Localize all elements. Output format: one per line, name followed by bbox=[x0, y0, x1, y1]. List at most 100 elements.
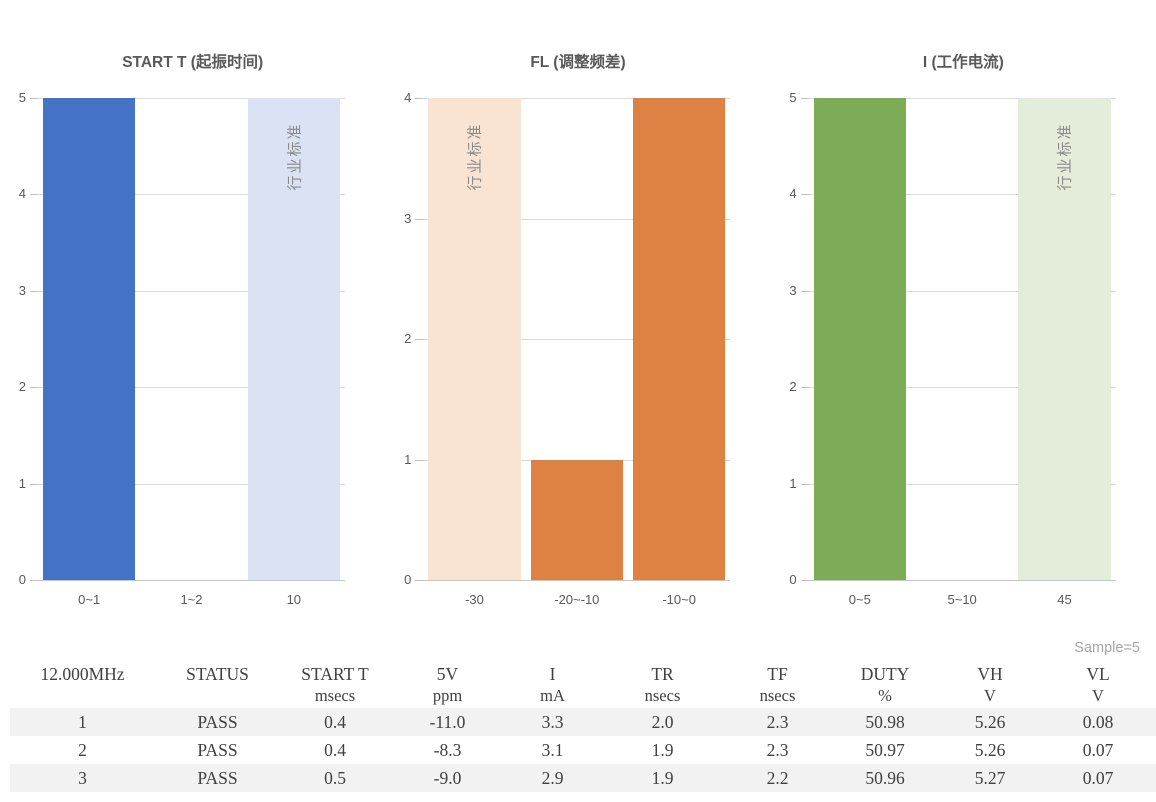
gridline bbox=[808, 387, 1116, 389]
column-header: VH bbox=[977, 664, 1003, 684]
y-axis-tick-mark bbox=[800, 483, 809, 485]
industry-standard-text: 行业标准 bbox=[286, 121, 304, 191]
table-cell: 3 bbox=[78, 768, 87, 788]
bar-chart-i: I (工作电流) 行业标准 0 1 2 3 4 5 0~5 5~10 45 bbox=[771, 0, 1156, 640]
table-cell: 3.1 bbox=[541, 740, 564, 760]
x-axis-category-label: -20~-10 bbox=[554, 592, 600, 607]
x-axis-category-label: 0~5 bbox=[848, 592, 871, 607]
column-unit bbox=[10, 686, 155, 708]
gridline bbox=[423, 580, 731, 581]
chart-title: I (工作电流) bbox=[922, 54, 1004, 71]
y-axis-tick-mark bbox=[30, 483, 38, 485]
table-cell: 0.07 bbox=[1082, 740, 1114, 760]
gridline bbox=[808, 580, 1116, 581]
x-axis-category-label: -10~0 bbox=[662, 592, 696, 607]
table-cell: -11.0 bbox=[429, 712, 466, 732]
table-cell: 2 bbox=[78, 740, 87, 760]
bar--30 bbox=[428, 98, 521, 580]
y-axis-tick-mark bbox=[415, 459, 424, 461]
gridline bbox=[38, 290, 345, 292]
column-unit bbox=[155, 686, 280, 708]
table-row-3: 3 PASS 0.5 -9.0 2.9 1.9 2.2 50.96 5.27 0.07 bbox=[10, 764, 1156, 792]
table-cell: 50.97 bbox=[865, 740, 905, 760]
table-cell: 0.08 bbox=[1082, 712, 1114, 732]
bar--10~0 bbox=[633, 98, 726, 580]
column-header: TR bbox=[651, 664, 674, 684]
table-header-labels: 12.000MHz STATUS START T 5V I TR TF DUTY VH VL bbox=[10, 660, 1156, 686]
table-cell: 1.9 bbox=[651, 768, 674, 788]
bar-10 bbox=[247, 98, 340, 580]
y-axis-tick-mark bbox=[30, 98, 38, 99]
gridline bbox=[423, 98, 731, 99]
column-header: STATUS bbox=[186, 664, 249, 684]
table-cell: 0.07 bbox=[1082, 768, 1114, 788]
measurement-table: Sample=5 12.000MHz STATUS START T 5V I TR TF DU… bbox=[10, 640, 1156, 792]
column-header: 12.000MHz bbox=[40, 664, 125, 684]
y-axis-tick-label: 1 bbox=[404, 451, 412, 467]
table-row-2: 2 PASS 0.4 -8.3 3.1 1.9 2.3 50.97 5.26 0.07 bbox=[10, 736, 1156, 764]
table-cell: 50.96 bbox=[865, 768, 905, 788]
table-cell: 0.4 bbox=[324, 712, 346, 732]
column-header: I bbox=[549, 664, 556, 684]
y-axis-tick-label: 4 bbox=[18, 186, 26, 202]
industry-standard-label: 行业标准 bbox=[1013, 110, 1115, 202]
table-cell: 5.27 bbox=[974, 768, 1006, 788]
industry-standard-label: 行业标准 bbox=[243, 110, 345, 202]
y-axis-tick-label: 4 bbox=[789, 186, 797, 202]
y-axis-tick-mark bbox=[800, 387, 809, 389]
bar-45 bbox=[1018, 98, 1111, 580]
y-axis-tick-mark bbox=[800, 98, 809, 99]
sample-count-note: Sample=5 bbox=[1074, 640, 1140, 656]
x-axis-category-label: 10 bbox=[286, 592, 302, 607]
y-axis-tick-mark bbox=[30, 387, 38, 389]
plot-area: 行业标准 bbox=[38, 98, 345, 581]
column-header: START T bbox=[301, 664, 369, 684]
y-axis-tick-label: 2 bbox=[404, 331, 412, 346]
gridline bbox=[38, 483, 345, 485]
table-cell: PASS bbox=[197, 740, 238, 760]
x-axis-category-label: 1~2 bbox=[180, 592, 203, 607]
y-axis-tick-label: 3 bbox=[18, 282, 26, 298]
column-header: 5V bbox=[436, 664, 459, 684]
y-axis-tick-label: 5 bbox=[789, 90, 797, 105]
y-axis-tick-label: 3 bbox=[404, 210, 412, 226]
table-cell: 5.26 bbox=[974, 712, 1006, 732]
column-unit: msecs bbox=[314, 686, 356, 705]
y-axis-tick-label: 0 bbox=[789, 572, 797, 587]
table-cell: 2.9 bbox=[541, 768, 564, 788]
gridline bbox=[423, 339, 731, 340]
table-cell: -8.3 bbox=[433, 740, 462, 760]
y-axis-tick-mark bbox=[30, 194, 38, 196]
column-header: DUTY bbox=[860, 664, 910, 684]
column-unit: nsecs bbox=[759, 686, 796, 705]
y-axis-tick-mark bbox=[415, 339, 424, 340]
gridline bbox=[38, 98, 345, 99]
chart-title: FL (调整频差) bbox=[530, 54, 626, 71]
table-cell: 2.3 bbox=[766, 740, 789, 760]
y-axis-tick-mark bbox=[800, 290, 809, 292]
gridline bbox=[808, 290, 1116, 292]
column-header: TF bbox=[767, 664, 788, 684]
column-unit: V bbox=[1092, 686, 1104, 705]
column-unit: nsecs bbox=[644, 686, 681, 705]
y-axis-tick-label: 0 bbox=[18, 572, 26, 587]
gridline bbox=[808, 483, 1116, 485]
column-unit: mA bbox=[540, 686, 565, 705]
charts-row: START T (起振时间) 行业标准 0 1 2 3 4 5 0~1 1~2 10 FL (调整… bbox=[18, 0, 1156, 640]
y-axis-tick-label: 4 bbox=[404, 90, 412, 105]
table-cell: 2.3 bbox=[766, 712, 789, 732]
table-cell: 0.5 bbox=[324, 768, 346, 788]
table-cell: 1.9 bbox=[651, 740, 674, 760]
y-axis-tick-mark bbox=[800, 194, 809, 196]
column-unit: % bbox=[878, 686, 892, 705]
x-axis-category-label: 0~1 bbox=[78, 592, 101, 607]
x-axis-category-label: -30 bbox=[465, 592, 484, 607]
plot-area: 行业标准 bbox=[423, 98, 731, 581]
bar-chart-fl: FL (调整频差) 行业标准 0 1 2 3 4 -30 -20~-10 -10~0 bbox=[385, 0, 770, 640]
table-cell: PASS bbox=[197, 712, 238, 732]
gridline bbox=[808, 98, 1116, 99]
y-axis-tick-mark bbox=[415, 218, 424, 220]
table-cell: 50.98 bbox=[865, 712, 905, 732]
table-header-units: msecs ppm mA nsecs nsecs% V V bbox=[10, 686, 1156, 708]
column-unit: ppm bbox=[432, 686, 463, 705]
